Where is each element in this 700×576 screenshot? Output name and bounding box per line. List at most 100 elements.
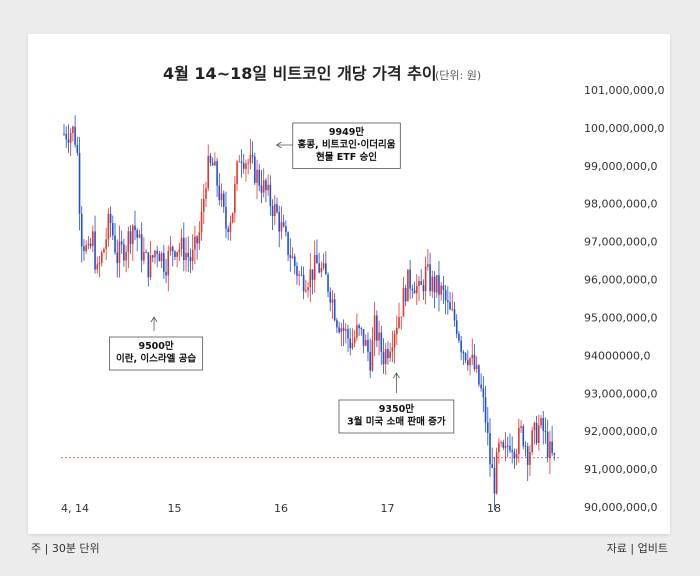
candle-body	[285, 226, 287, 233]
candle-body	[309, 269, 312, 288]
y-tick-label: 98,000,000,0	[584, 198, 657, 211]
candle-body	[438, 275, 440, 295]
candle-body	[451, 309, 454, 311]
candle-body	[435, 275, 438, 293]
candle-body	[544, 430, 547, 433]
candle-body	[318, 263, 320, 273]
candle-body	[478, 365, 480, 385]
candle-body	[526, 446, 529, 465]
candle-body	[187, 252, 190, 257]
candle-body	[287, 232, 289, 255]
candle-body	[260, 185, 263, 193]
candle-body	[169, 246, 172, 252]
candle-body	[63, 133, 65, 135]
candle-body	[65, 133, 68, 140]
candle-body	[103, 248, 105, 253]
candle-body	[138, 234, 141, 238]
candle-body	[449, 302, 451, 310]
candle-body	[347, 329, 349, 339]
candle-body	[202, 198, 205, 212]
candle-body	[455, 320, 458, 334]
y-axis: 101,000,000,0 100,000,000,0 99,000,000,0 98…	[584, 84, 664, 514]
candle-body	[420, 281, 423, 285]
candle-body	[96, 264, 99, 270]
candle-body	[67, 139, 70, 143]
x-tick-label: 15	[168, 502, 182, 515]
candle-body	[109, 213, 112, 224]
annotation-text: 9949만	[329, 126, 364, 138]
candle-body	[424, 266, 427, 292]
annotation-arrow-3-head	[393, 372, 400, 379]
candle-body	[265, 180, 267, 191]
candle-body	[207, 155, 210, 189]
candle-body	[242, 163, 245, 169]
candle-body	[189, 256, 192, 262]
candle-body	[393, 334, 396, 348]
candle-body	[331, 299, 334, 303]
candle-body	[329, 291, 332, 303]
y-tick-label: 99,000,000,0	[584, 160, 657, 173]
candle-body	[123, 244, 125, 261]
candle-body	[220, 193, 223, 201]
candle-body	[289, 254, 292, 258]
candle-body	[389, 351, 391, 359]
candle-body	[216, 161, 218, 186]
candle-body	[342, 328, 345, 331]
candle-body	[418, 281, 420, 287]
candle-body	[313, 254, 316, 280]
candle-body	[442, 285, 445, 291]
candle-body	[546, 432, 549, 458]
candle-body	[105, 239, 107, 249]
candle-body	[325, 263, 327, 275]
candle-body	[227, 228, 229, 233]
candle-body	[349, 338, 352, 349]
footer-note-left: 주 | 30분 단위	[31, 542, 100, 555]
candle-body	[553, 453, 556, 455]
candle-body	[205, 188, 207, 199]
x-axis: 4, 14 15 16 17 18	[61, 502, 501, 515]
candle-body	[367, 339, 369, 352]
candle-body	[258, 169, 261, 186]
candle-body	[293, 256, 296, 267]
annotation-text: 이란, 이스라엘 공습	[116, 353, 196, 365]
candle-body	[171, 246, 174, 252]
candle-body	[298, 274, 300, 276]
candle-body	[154, 250, 156, 258]
candle-body	[327, 274, 329, 292]
candle-body	[300, 274, 303, 276]
x-tick-label: 4, 14	[61, 502, 89, 515]
candle-body	[191, 249, 194, 262]
candle-body	[72, 126, 74, 134]
candle-body	[411, 288, 414, 291]
candle-body	[83, 246, 85, 252]
candle-body	[282, 222, 285, 227]
candle-body	[198, 232, 201, 244]
candle-body	[533, 423, 536, 431]
candle-body	[163, 253, 165, 272]
candle-body	[471, 354, 474, 359]
candle-body	[240, 161, 243, 164]
candle-body	[145, 252, 147, 253]
candle-body	[360, 328, 363, 329]
x-tick-label: 17	[381, 502, 395, 515]
candle-body	[200, 211, 203, 233]
candle-body	[464, 353, 467, 361]
candle-body	[484, 397, 487, 423]
candle-body	[116, 252, 119, 263]
candle-body	[444, 290, 447, 301]
annotation-box	[338, 399, 455, 434]
y-tick-label: 92,000,000,0	[584, 425, 657, 438]
candle-body	[462, 351, 465, 354]
candle-body	[225, 206, 227, 229]
candle-body	[183, 237, 185, 261]
candle-body	[218, 185, 221, 201]
annotation-text: 홍콩, 비트코인·이더리움	[298, 139, 396, 151]
candle-body	[120, 241, 123, 245]
candle-body	[509, 445, 511, 451]
candle-body	[504, 445, 507, 448]
candle-body	[143, 252, 145, 261]
x-tick-label: 16	[274, 502, 288, 515]
